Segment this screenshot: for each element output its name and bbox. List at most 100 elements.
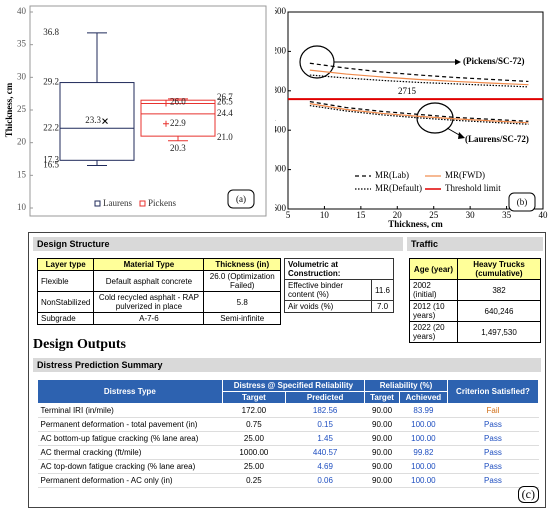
cell: NonStabilized [36,291,95,313]
value-label: 17.3 [43,154,59,164]
cell: 0.25 [222,473,286,488]
header-row: Volumetric at Construction: [284,258,394,280]
cell: Fail [447,403,539,418]
header-cell: Criterion Satisfied? [446,379,540,404]
cell: 172.00 [222,403,286,418]
section-title: Distress Prediction Summary [33,358,541,372]
x-tick-label: 10 [320,210,330,220]
volumetric-table: Volumetric at Construction: Effective bin… [283,258,394,313]
cell: 640,246 [456,300,542,322]
cell: 100.00 [399,417,448,432]
cell: AC bottom-up fatigue cracking (% lane ar… [37,431,223,446]
row: Flexible Default asphalt concrete 26.0 (Op… [36,270,281,292]
series-line [309,69,529,86]
cell: Air voids (%) [283,300,373,313]
x-tick-label: 35 [502,210,512,220]
header-cell: Heavy Trucks (cumulative) [456,258,542,280]
cell: 90.00 [364,403,400,418]
row: AC top-down fatigue cracking (% lane are… [37,459,539,474]
cell: Terminal IRI (in/mile) [37,403,223,418]
y-tick-label: 3600 [275,6,287,16]
cell: 0.15 [285,417,365,432]
row: Air voids (%) 7.0 [283,300,394,313]
subheader-cell: Target [364,391,400,404]
design-summary: Design Structure Traffic Layer type Mater… [28,232,546,508]
legend-label: MR(Default) [375,183,422,193]
cell: Permanent deformation - AC only (in) [37,473,223,488]
cell: 90.00 [364,431,400,446]
cell: 2002 (initial) [409,279,458,301]
legend-label: Laurens [103,198,132,208]
y-tick-label: 40 [17,6,27,16]
row: Effective binder content (%) 11.6 [283,279,394,301]
traffic-table: Age (year) Heavy Trucks (cumulative) 2002 … [409,258,542,343]
legend-label: MR(FWD) [445,170,485,180]
legend-swatch [139,200,146,207]
y-tick-label: 35 [17,39,27,49]
legend-label: Pickens [148,198,176,208]
header-row: Layer type Material Type Thickness (in) [36,258,281,271]
x-tick-label: 40 [539,210,549,220]
cell: 4.69 [285,459,365,474]
value-label: 36.8 [43,27,59,37]
y-axis-label: Thickness, cm [4,82,14,137]
cell: AC thermal cracking (ft/mile) [37,445,223,460]
section-heading: Design Outputs [33,337,126,352]
y-tick-label: 2800 [275,85,287,95]
cell: A-7-6 [93,312,205,325]
arrowhead [458,132,465,139]
header-cell: Distress Type [37,379,223,404]
cell: 1000.00 [222,445,286,460]
row: 2002 (initial) 382 [409,279,542,301]
subheader-cell: Target [221,391,287,404]
y-tick-label: 15 [17,169,27,179]
annotation-circle [299,45,335,79]
cell: Pass [447,417,539,432]
header-cell: Thickness (in) [203,258,281,271]
cell: Subgrade [36,312,95,325]
cell: 0.75 [222,417,286,432]
value-label: 22.2 [43,122,59,132]
marker [163,100,169,107]
mean-marker [163,120,169,127]
row: Subgrade A-7-6 Semi-infinite [36,312,281,325]
structure-table: Layer type Material Type Thickness (in) Fle… [36,258,281,325]
row: AC thermal cracking (ft/mile) 1000.00 440.… [37,445,539,460]
y-tick-label: 25 [17,104,27,114]
panel-label: (c) [517,486,539,503]
x-tick-label: 20 [393,210,403,220]
legend-swatch [94,200,101,207]
cell: Effective binder content (%) [283,279,373,301]
cell: 90.00 [364,445,400,460]
cell: Flexible [36,270,95,292]
cell: 2012 (10 years) [409,300,458,322]
cell: 100.00 [399,431,448,446]
x-axis-label: Thickness, cm [388,219,443,228]
cell: 0.06 [285,473,365,488]
series-line [309,74,529,88]
header-cell: Reliability (%) [364,379,448,392]
legend-label: Threshold limit [445,183,501,193]
series-line [309,104,529,125]
row: 2022 (20 years) 1,497,530 [409,321,542,343]
cell: 99.82 [399,445,448,460]
header-cell: Layer type [36,258,95,271]
value-label: 26.5 [217,96,233,106]
plot-frame [287,11,544,210]
section-title: Design Structure [33,237,403,251]
cell: 440.57 [285,445,365,460]
cell: 83.99 [399,403,448,418]
value-label: 22.9 [170,118,186,128]
cell: Pass [447,473,539,488]
panel-label-box [227,189,255,209]
value-label: 29.2 [43,77,59,87]
section-title: Traffic [407,237,543,251]
mean-marker [102,118,108,124]
y-axis-label: IRI, mm/km [275,86,276,135]
y-tick-label: 10 [17,202,27,212]
subheader-cell: Achieved [398,391,448,404]
y-tick-label: 2000 [275,164,287,174]
y-tick-label: 2400 [275,124,287,134]
panel-label-box [508,192,536,212]
value-label: 23.3 [85,115,101,125]
